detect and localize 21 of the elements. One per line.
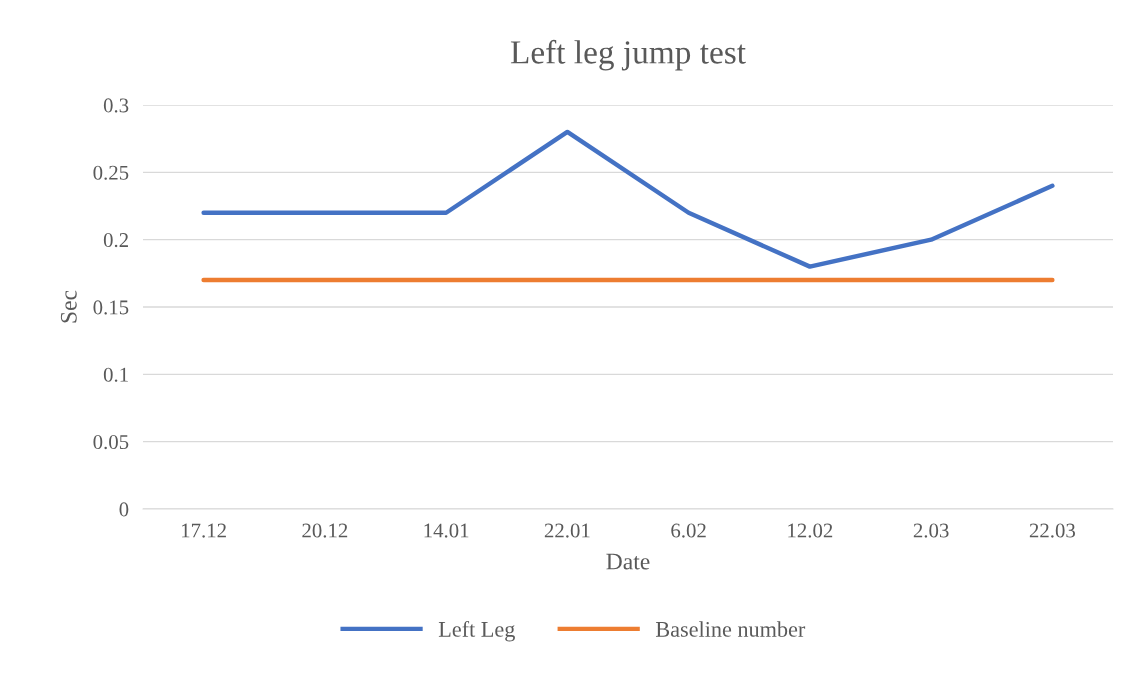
x-tick-label: 17.12	[182, 523, 226, 538]
x-tick-label: 14.01	[424, 523, 469, 538]
x-tick-label: 2.03	[913, 523, 949, 538]
y-tick-label: 0.2	[103, 233, 128, 248]
legend-label: Baseline number	[655, 621, 806, 637]
y-tick-label: 0.05	[93, 435, 129, 450]
y-tick-label: 0	[119, 502, 129, 517]
line-series	[201, 129, 1055, 269]
legend-label: Left Leg	[438, 621, 515, 642]
y-axis-title: Sec	[60, 290, 77, 323]
x-tick-label: 6.02	[671, 523, 706, 538]
chart-title: Left leg jump test	[510, 39, 746, 71]
y-tick-label: 0.3	[103, 98, 129, 113]
y-tick-label: 0.1	[103, 367, 128, 382]
x-tick-label: 20.12	[302, 523, 348, 538]
x-tick-label: 22.03	[1029, 523, 1075, 538]
x-axis-title: Date	[606, 553, 650, 570]
x-tick-label: 22.01	[544, 523, 590, 538]
y-tick-label: 0.15	[93, 300, 129, 315]
x-tick-label: 12.02	[788, 523, 833, 538]
y-tick-label: 0.25	[93, 165, 129, 180]
